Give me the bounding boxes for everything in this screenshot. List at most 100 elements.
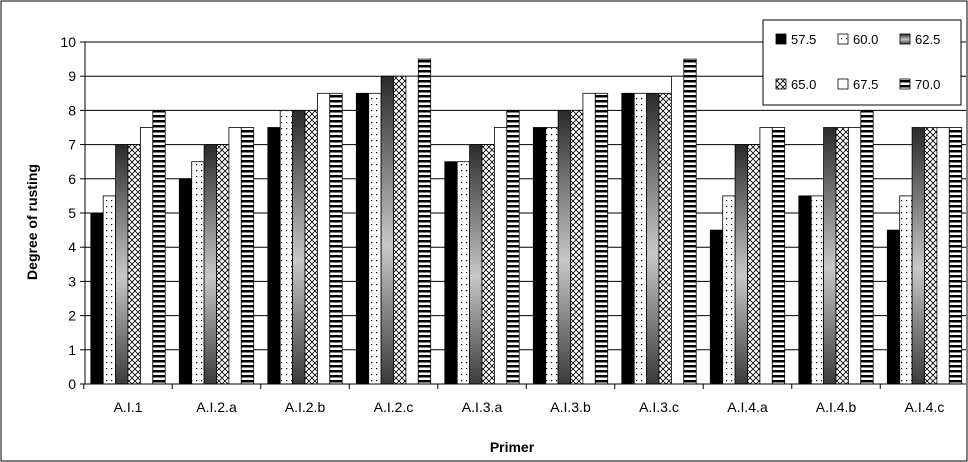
bar-A.I.3.a-65.0 <box>481 144 495 385</box>
bar-A.I.4.b-60.0 <box>810 195 825 385</box>
bar-A.I.2.b-67.5 <box>316 92 331 385</box>
bar-A.I.3.b-57.5 <box>532 127 547 385</box>
x-tick-labels: A.I.1 A.I.2.a A.I.2.b A.I.2.c A.I.3.a A.I.3.b… <box>114 399 945 415</box>
bar-A.I.2.b-57.5 <box>267 127 281 385</box>
bar-A.I.2.c-70.0 <box>417 58 432 385</box>
y-tick-label: 5 <box>68 205 76 221</box>
bar-A.I.3.a-60.0 <box>456 161 471 385</box>
bar-A.I.3.a-67.5 <box>493 127 508 385</box>
legend-label: 57.5 <box>791 32 816 47</box>
x-tick-label: A.I.3.b <box>550 399 591 415</box>
x-tick-label: A.I.3.c <box>639 399 679 415</box>
x-tick-label: A.I.3.a <box>462 399 503 415</box>
bar-A.I.4.a-57.5 <box>709 229 724 385</box>
legend-swatch-60.0 <box>837 33 849 45</box>
bar-A.I.3.c-70.0 <box>683 58 697 385</box>
y-tick-label: 7 <box>68 137 76 153</box>
bar-A.I.4.c-62.5 <box>911 127 925 385</box>
x-tick-label: A.I.1 <box>114 399 143 415</box>
bar-A.I.1-65.0 <box>127 144 141 385</box>
bar-A.I.2.a-70.0 <box>240 127 255 385</box>
y-tick-label: 1 <box>68 342 76 358</box>
bar-A.I.2.a-60.0 <box>191 161 205 385</box>
bar-A.I.3.c-67.5 <box>671 75 685 385</box>
bar-A.I.3.b-65.0 <box>570 110 584 385</box>
bar-A.I.3.c-65.0 <box>658 92 672 385</box>
bar-A.I.2.a-62.5 <box>203 144 217 385</box>
y-tick-label: 2 <box>68 308 76 324</box>
legend-label: 70.0 <box>915 77 940 92</box>
legend-swatch-65.0 <box>775 78 787 90</box>
x-tick-label: A.I.4.b <box>816 399 857 415</box>
legend-label: 60.0 <box>853 32 878 47</box>
bars <box>90 58 963 385</box>
bar-A.I.3.b-70.0 <box>594 92 609 385</box>
bar-A.I.2.a-65.0 <box>216 144 230 385</box>
y-axis-title: Degree of rusting <box>24 164 40 280</box>
x-tick-label: A.I.2.a <box>196 399 237 415</box>
bar-A.I.3.b-62.5 <box>557 110 571 385</box>
y-tick-label: 10 <box>60 34 76 50</box>
bar-A.I.3.b-67.5 <box>582 92 596 385</box>
y-tick-label: 8 <box>68 102 76 118</box>
bar-A.I.2.c-65.0 <box>393 75 407 385</box>
legend-swatch-57.5 <box>775 33 787 45</box>
bar-A.I.2.c-57.5 <box>355 92 370 385</box>
x-tick-label: A.I.4.c <box>905 399 945 415</box>
y-tick-labels: 0 1 2 3 4 5 6 7 8 9 10 <box>60 34 76 392</box>
bar-A.I.4.c-60.0 <box>899 195 913 385</box>
bar-A.I.1-60.0 <box>102 195 116 385</box>
legend-label: 67.5 <box>853 77 878 92</box>
x-tick-label: A.I.2.b <box>285 399 326 415</box>
bar-A.I.2.b-65.0 <box>304 110 318 385</box>
bar-A.I.3.c-60.0 <box>633 92 648 385</box>
bar-A.I.4.b-70.0 <box>860 110 874 385</box>
bar-A.I.1-70.0 <box>152 110 166 385</box>
bar-A.I.2.b-62.5 <box>292 110 306 385</box>
legend-label: 65.0 <box>791 77 816 92</box>
bar-A.I.3.a-57.5 <box>444 161 458 385</box>
bar-A.I.2.a-67.5 <box>228 127 242 385</box>
x-tick-label: A.I.4.a <box>727 399 768 415</box>
bar-A.I.1-67.5 <box>139 127 154 385</box>
bar-A.I.3.a-62.5 <box>469 144 483 385</box>
bar-A.I.1-57.5 <box>90 212 104 385</box>
legend-label: 62.5 <box>915 32 940 47</box>
y-tick-label: 9 <box>68 68 76 84</box>
bar-A.I.3.b-60.0 <box>545 127 559 385</box>
bar-A.I.4.a-65.0 <box>747 144 761 385</box>
bar-A.I.4.a-62.5 <box>734 144 748 385</box>
bar-A.I.4.b-57.5 <box>798 195 812 385</box>
bar-A.I.3.a-70.0 <box>506 110 520 385</box>
bar-A.I.4.c-70.0 <box>948 127 963 385</box>
bar-A.I.4.a-67.5 <box>759 127 773 385</box>
bar-A.I.4.b-62.5 <box>823 127 837 385</box>
bar-A.I.4.b-67.5 <box>848 127 862 385</box>
bar-A.I.3.c-62.5 <box>646 92 660 385</box>
bar-A.I.2.b-70.0 <box>329 92 343 385</box>
bar-A.I.3.c-57.5 <box>621 92 635 385</box>
legend: 57.5 60.0 62.5 65.0 67.5 70.0 <box>762 19 962 106</box>
bar-A.I.4.b-65.0 <box>835 127 849 385</box>
bar-A.I.4.a-70.0 <box>771 127 786 385</box>
y-tick-label: 6 <box>68 171 76 187</box>
bar-A.I.2.b-60.0 <box>279 110 294 385</box>
legend-box <box>762 19 962 106</box>
bar-A.I.2.c-62.5 <box>380 75 394 385</box>
legend-swatch-70.0 <box>899 78 911 90</box>
bar-A.I.4.a-60.0 <box>722 195 736 385</box>
axes <box>83 42 966 389</box>
y-tick-label: 3 <box>68 273 76 289</box>
legend-swatch-67.5 <box>837 78 849 90</box>
y-tick-label: 0 <box>68 376 76 392</box>
bar-A.I.2.c-67.5 <box>405 75 419 385</box>
bar-A.I.2.c-60.0 <box>368 92 382 385</box>
bar-A.I.1-62.5 <box>115 144 129 385</box>
bar-A.I.4.c-67.5 <box>936 127 950 385</box>
bar-A.I.4.c-65.0 <box>924 127 938 385</box>
x-tick-label: A.I.2.c <box>374 399 414 415</box>
bar-A.I.2.a-57.5 <box>178 178 193 385</box>
y-tick-label: 4 <box>68 239 76 255</box>
